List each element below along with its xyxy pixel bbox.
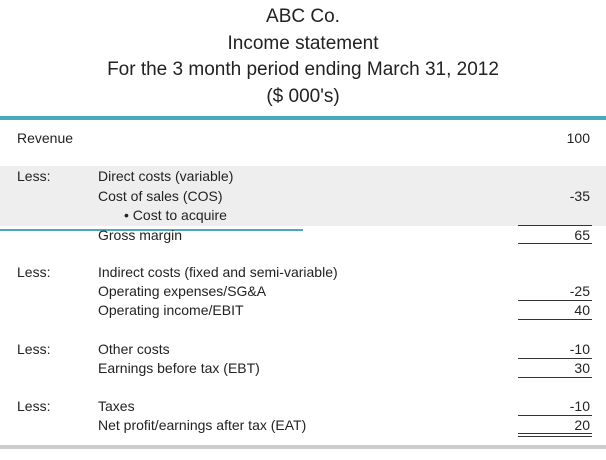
- indirect-costs-row: Less: Indirect costs (fixed and semi-var…: [0, 262, 606, 282]
- ebit-row: Operating income/EBIT 40: [0, 300, 606, 320]
- less-label: Less:: [17, 264, 51, 280]
- revenue-row: Revenue 100: [0, 128, 606, 148]
- gross-margin-value: 65: [574, 227, 590, 243]
- operating-expenses-value: -25: [569, 283, 590, 299]
- gross-margin-label: Gross margin: [98, 227, 183, 243]
- ebit-label: Operating income/EBIT: [98, 302, 244, 318]
- company-name: ABC Co.: [266, 6, 340, 27]
- other-costs-value: -10: [569, 341, 590, 357]
- direct-costs-row: Less: Direct costs (variable): [0, 166, 606, 186]
- gross-margin-underline: [518, 243, 592, 244]
- cost-to-acquire-row: • Cost to acquire: [0, 205, 606, 225]
- indirect-costs-label: Indirect costs (fixed and semi-variable): [98, 264, 338, 280]
- statement-units: ($ 000's): [266, 85, 340, 107]
- statement-header: ABC Co. Income statement For the 3 month…: [0, 4, 606, 110]
- other-costs-underline: [518, 358, 592, 359]
- less-label: Less:: [17, 341, 51, 357]
- ebit-value: 40: [574, 302, 590, 318]
- ebit-underline: [518, 319, 592, 320]
- operating-expenses-underline: [518, 300, 592, 301]
- direct-costs-shaded-band: [0, 166, 606, 226]
- gross-margin-row: Gross margin 65: [0, 225, 606, 245]
- taxes-underline: [518, 415, 592, 416]
- operating-expenses-label: Operating expenses/SG&A: [98, 283, 267, 299]
- taxes-label: Taxes: [98, 398, 135, 414]
- revenue-label: Revenue: [17, 130, 74, 146]
- net-profit-double-underline: [518, 433, 592, 437]
- cost-of-sales-label: Cost of sales (COS): [98, 188, 223, 204]
- bottom-rule: [0, 445, 606, 449]
- ebt-row: Earnings before tax (EBT) 30: [0, 358, 606, 378]
- other-costs-label: Other costs: [98, 341, 170, 357]
- net-profit-row: Net profit/earnings after tax (EAT) 20: [0, 415, 606, 435]
- net-profit-value: 20: [574, 417, 590, 433]
- statement-title: Income statement: [227, 32, 379, 54]
- less-label: Less:: [17, 168, 51, 184]
- ebt-value: 30: [574, 360, 590, 376]
- ebt-label: Earnings before tax (EBT): [98, 360, 260, 376]
- ebt-underline: [518, 377, 592, 378]
- top-accent-rule: [0, 116, 606, 120]
- cost-to-acquire-label: • Cost to acquire: [124, 207, 227, 223]
- net-profit-label: Net profit/earnings after tax (EAT): [98, 417, 307, 433]
- gross-margin-rule: [518, 225, 592, 226]
- taxes-row: Less: Taxes -10: [0, 396, 606, 416]
- statement-period: For the 3 month period ending March 31, …: [107, 59, 499, 80]
- revenue-value: 100: [566, 130, 590, 146]
- shaded-band-accent-rule: [0, 229, 303, 231]
- direct-costs-label: Direct costs (variable): [98, 168, 234, 184]
- cost-of-sales-value: -35: [569, 188, 590, 204]
- other-costs-row: Less: Other costs -10: [0, 339, 606, 359]
- operating-expenses-row: Operating expenses/SG&A -25: [0, 281, 606, 301]
- less-label: Less:: [17, 398, 51, 414]
- cost-of-sales-row: Cost of sales (COS) -35: [0, 186, 606, 206]
- taxes-value: -10: [569, 398, 590, 414]
